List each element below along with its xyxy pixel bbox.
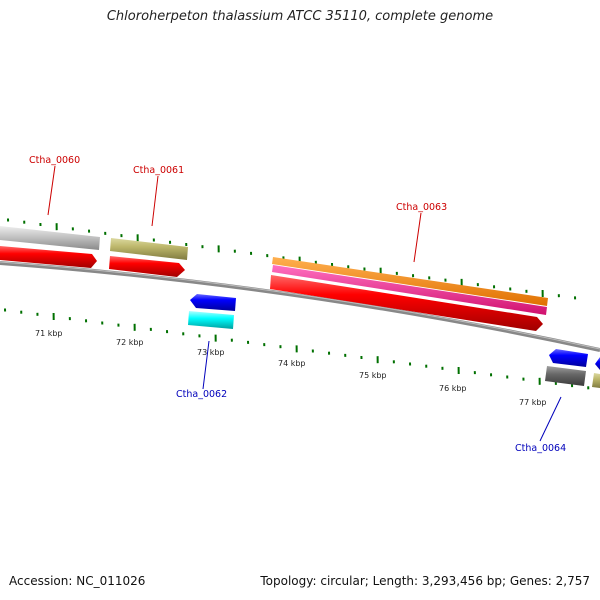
scale-label-77: 77 kbp	[519, 398, 547, 407]
gene-ctha-0060-leader	[47, 165, 56, 216]
scale-label-75: 75 kbp	[359, 371, 387, 380]
gene-ctha-0062-label[interactable]: Ctha_0062	[176, 389, 227, 400]
gene-ctha-0063-arrow[interactable]	[270, 275, 543, 331]
gene-ctha-0063-label[interactable]: Ctha_0063	[396, 202, 447, 213]
scale-label-73: 73 kbp	[197, 348, 225, 357]
map-title: Chloroherpeton thalassium ATCC 35110, co…	[106, 9, 494, 24]
gene-ctha-0061-arrow[interactable]	[109, 256, 185, 277]
outer-tick-row	[7, 218, 577, 300]
gene-ctha-0062-arrow[interactable]	[190, 294, 236, 311]
scale-labels: 71 kbp 72 kbp 73 kbp 74 kbp 75 kbp 76 kb…	[35, 329, 547, 407]
gene-ctha-0064-label[interactable]: Ctha_0064	[515, 443, 566, 454]
genome-info-text: Topology: circular; Length: 3,293,456 bp…	[260, 574, 590, 588]
accession-text: Accession: NC_011026	[9, 574, 146, 588]
gene-ctha-0060-arrow[interactable]	[0, 246, 97, 268]
gene-ctha-0060-label[interactable]: Ctha_0060	[29, 155, 80, 166]
genome-backbone-highlight	[0, 261, 600, 350]
gene-ctha-0063-leader	[413, 212, 422, 263]
gray-feature-bar[interactable]	[545, 366, 586, 386]
scale-label-72: 72 kbp	[116, 338, 144, 347]
khaki-feature-bar[interactable]	[110, 238, 188, 260]
blue-arrow-edge[interactable]	[595, 357, 600, 370]
gene-ctha-0064-leader	[539, 396, 562, 442]
orange-feature-bar[interactable]	[272, 257, 548, 306]
scale-label-74: 74 kbp	[278, 359, 306, 368]
gene-ctha-0062-leader	[202, 340, 210, 390]
pink-feature-bar[interactable]	[272, 265, 547, 315]
gene-ctha-0061-label[interactable]: Ctha_0061	[133, 165, 184, 176]
gene-ctha-0061-leader	[151, 175, 159, 227]
gene-ctha-0064-arrow[interactable]	[549, 349, 588, 367]
genome-backbone	[0, 261, 600, 352]
inner-tick-row	[4, 308, 590, 390]
scale-label-76: 76 kbp	[439, 384, 467, 393]
khaki-feature-bar-edge[interactable]	[592, 373, 600, 388]
cyan-feature-bar[interactable]	[188, 311, 234, 329]
silver-feature-bar[interactable]	[0, 226, 100, 250]
scale-label-71: 71 kbp	[35, 329, 63, 338]
